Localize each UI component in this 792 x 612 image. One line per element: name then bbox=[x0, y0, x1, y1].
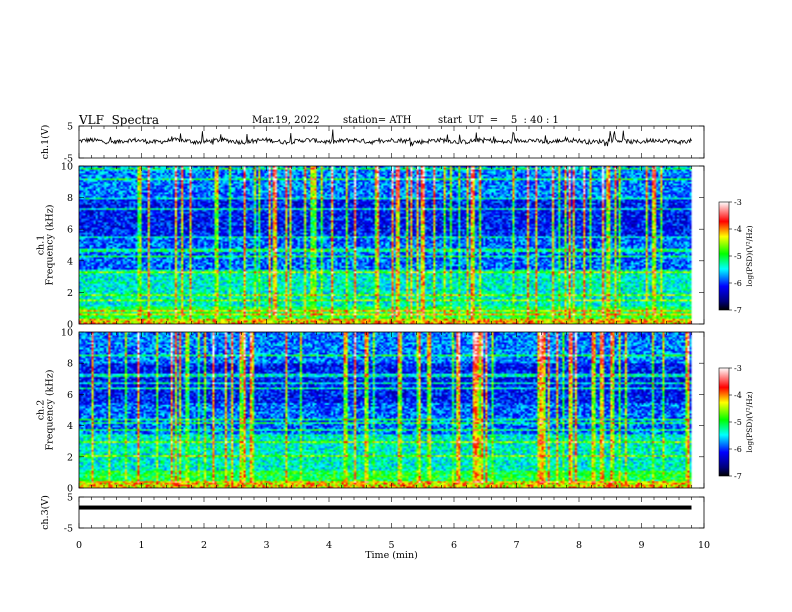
y-axis-label: ch.3(V) bbox=[40, 495, 51, 530]
x-tick-label: 7 bbox=[513, 540, 519, 551]
x-tick-label: 1 bbox=[138, 540, 144, 551]
colorbar-tick-label: -7 bbox=[734, 472, 742, 481]
colorbar bbox=[718, 367, 730, 477]
y-tick-label: 6 bbox=[67, 390, 73, 401]
colorbar-label: log(PSD)(V²/Hz) bbox=[745, 225, 754, 286]
x-tick-label: 2 bbox=[201, 540, 207, 551]
y-tick-label: -5 bbox=[64, 154, 73, 165]
y-axis-label: Frequency (kHz) bbox=[45, 205, 56, 286]
colorbar-tick-label: -6 bbox=[734, 445, 742, 454]
ch1-waveform-line bbox=[79, 129, 692, 147]
spectrogram-image bbox=[79, 166, 704, 324]
y-tick-label: 8 bbox=[67, 193, 73, 204]
x-tick-label: 3 bbox=[263, 540, 269, 551]
colorbar-tick-label: -7 bbox=[734, 306, 742, 315]
start-time-label: start UT = 5 : 40 : 1 bbox=[438, 115, 559, 126]
x-tick-label: 4 bbox=[326, 540, 332, 551]
y-axis-label: ch.1(V) bbox=[40, 125, 51, 160]
y-axis-label: Frequency (kHz) bbox=[45, 370, 56, 451]
colorbar bbox=[718, 201, 730, 311]
y-tick-label: 6 bbox=[67, 225, 73, 236]
y-tick-label: 5 bbox=[67, 122, 73, 133]
x-tick-label: 10 bbox=[698, 540, 710, 551]
spectrogram-image bbox=[79, 332, 704, 488]
x-tick-label: 6 bbox=[451, 540, 457, 551]
x-tick-label: 0 bbox=[76, 540, 82, 551]
x-tick-label: 8 bbox=[576, 540, 582, 551]
y-tick-label: 5 bbox=[67, 493, 73, 504]
y-tick-label: 10 bbox=[61, 162, 73, 173]
y-tick-label: 8 bbox=[67, 359, 73, 370]
colorbar-tick-label: -6 bbox=[734, 279, 742, 288]
y-tick-label: 0 bbox=[67, 484, 73, 495]
x-tick-label: 5 bbox=[388, 540, 394, 551]
y-tick-label: 2 bbox=[67, 452, 73, 463]
colorbar-tick-label: -3 bbox=[734, 198, 742, 207]
colorbar-tick-label: -3 bbox=[734, 364, 742, 373]
y-tick-label: 4 bbox=[67, 256, 73, 267]
colorbar-tick-label: -5 bbox=[734, 252, 742, 261]
x-tick-label: 9 bbox=[638, 540, 644, 551]
colorbar-tick-label: -4 bbox=[734, 225, 742, 234]
y-axis-label: ch.1 bbox=[36, 235, 47, 256]
station-label: station= ATH bbox=[343, 115, 412, 126]
y-tick-label: 4 bbox=[67, 421, 73, 432]
y-tick-label: 0 bbox=[67, 320, 73, 331]
x-axis-label: Time (min) bbox=[365, 550, 418, 561]
colorbar-tick-label: -4 bbox=[734, 391, 742, 400]
y-axis-label: ch.2 bbox=[36, 400, 47, 421]
y-tick-label: 10 bbox=[61, 328, 73, 339]
date-label: Mar.19, 2022 bbox=[252, 115, 320, 126]
figure-title: VLF Spectra bbox=[79, 113, 160, 127]
y-tick-label: 2 bbox=[67, 288, 73, 299]
colorbar-tick-label: -5 bbox=[734, 418, 742, 427]
colorbar-label: log(PSD)(V²/Hz) bbox=[745, 391, 754, 452]
ch3-waveform-line bbox=[79, 505, 692, 510]
y-tick-label: -5 bbox=[64, 524, 73, 535]
